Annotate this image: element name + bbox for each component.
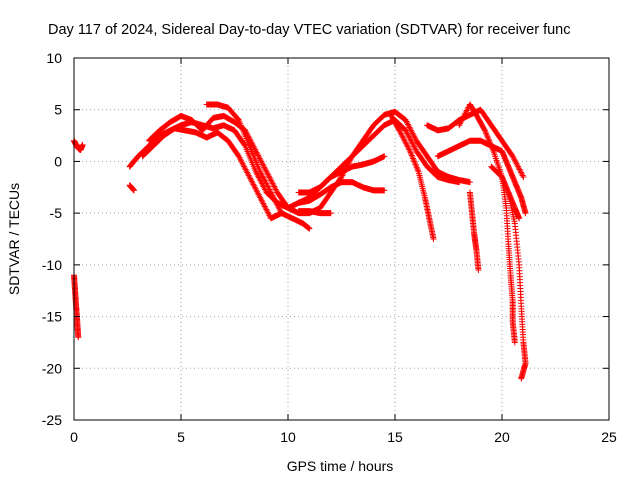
data-point	[412, 161, 419, 168]
data-point	[409, 153, 416, 160]
series-arc-11	[387, 111, 437, 242]
series-arc-17	[505, 189, 529, 382]
x-tick-label: 0	[70, 429, 78, 445]
data-point	[306, 225, 313, 232]
data-point	[520, 173, 527, 180]
data-point	[486, 137, 493, 144]
axis-ticks: 0 5 10 15 20 25 10 5 0 -5 -10 -15 -20 -25	[42, 50, 617, 445]
x-axis-label: GPS time / hours	[287, 458, 394, 474]
data-point	[466, 179, 473, 186]
data-point	[381, 187, 388, 194]
series-arc-16	[488, 163, 518, 346]
series-arc-10	[295, 208, 334, 217]
data-point	[489, 146, 496, 153]
series-arc-8	[295, 153, 388, 196]
x-tick-label: 20	[494, 429, 510, 445]
data-point	[484, 133, 491, 140]
data-point	[75, 334, 82, 341]
data-point	[516, 215, 523, 222]
data-point	[411, 159, 418, 166]
data-point	[407, 149, 414, 156]
series-arc-3	[126, 182, 137, 194]
data-point	[430, 236, 437, 242]
data-point	[522, 210, 529, 217]
data-point	[489, 145, 496, 152]
data-point	[483, 130, 490, 137]
data-point	[488, 143, 495, 150]
y-tick-label: -15	[42, 309, 62, 325]
data-point	[481, 127, 488, 134]
x-tick-label: 5	[177, 429, 185, 445]
data-point	[482, 128, 489, 135]
data-point	[485, 136, 492, 143]
data-point	[498, 173, 505, 180]
x-tick-label: 15	[387, 429, 403, 445]
data-point	[487, 142, 494, 149]
data-point	[414, 167, 421, 174]
data-point	[79, 141, 86, 148]
data-point	[487, 140, 494, 147]
data-points	[71, 101, 529, 382]
series-arc-15	[466, 189, 482, 274]
series-arc-9	[295, 179, 388, 206]
y-tick-label: 5	[54, 102, 62, 118]
data-point	[483, 131, 490, 138]
data-point	[413, 164, 420, 171]
series-arc-1	[71, 272, 82, 341]
data-point	[414, 165, 421, 172]
data-point	[406, 146, 413, 153]
y-tick-label: -20	[42, 360, 62, 376]
data-point	[486, 139, 493, 146]
series-arc-2	[71, 137, 86, 154]
y-tick-label: 10	[46, 50, 62, 66]
y-tick-label: -25	[42, 412, 62, 428]
data-point	[395, 126, 402, 133]
data-point	[410, 156, 417, 163]
data-point	[484, 134, 491, 141]
y-tick-label: -5	[50, 205, 63, 221]
data-point	[413, 162, 420, 169]
data-point	[481, 126, 488, 133]
data-point	[518, 375, 525, 382]
data-point	[410, 155, 417, 162]
data-point	[408, 151, 415, 158]
data-point	[130, 187, 137, 194]
series-arc-13	[434, 137, 529, 217]
x-tick-label: 10	[280, 429, 296, 445]
data-point	[511, 339, 518, 346]
y-tick-label: 0	[54, 153, 62, 169]
series-arc-7	[203, 101, 313, 232]
data-point	[408, 152, 415, 159]
grid	[74, 58, 609, 420]
data-point	[406, 148, 413, 155]
data-point	[381, 153, 388, 160]
data-point	[475, 267, 482, 274]
x-tick-label: 25	[601, 429, 617, 445]
chart-title: Day 117 of 2024, Sidereal Day-to-day VTE…	[48, 22, 570, 38]
data-point	[327, 210, 334, 217]
data-point	[411, 158, 418, 165]
y-tick-label: -10	[42, 257, 62, 273]
data-point	[519, 172, 526, 179]
y-axis-label: SDTVAR / TECUs	[6, 183, 22, 295]
plot-frame	[73, 57, 610, 421]
